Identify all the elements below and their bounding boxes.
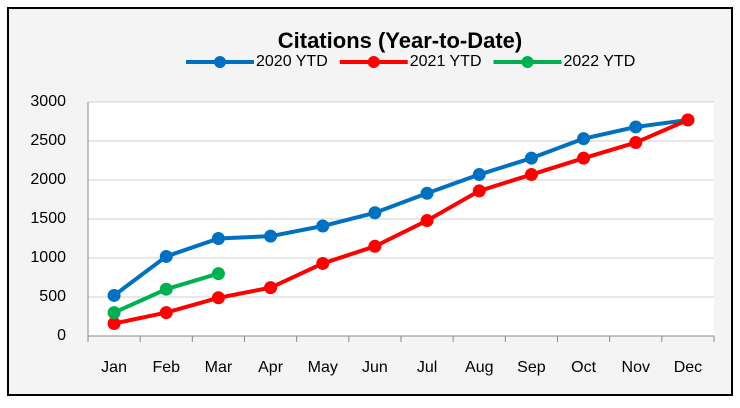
x-tick-label: Dec <box>674 359 702 376</box>
y-tick-label: 0 <box>57 327 66 344</box>
data-point <box>681 113 695 127</box>
x-tick-label: Jun <box>362 359 388 376</box>
y-tick-label: 500 <box>39 288 66 305</box>
x-tick-label: Nov <box>622 359 650 376</box>
data-point <box>264 281 278 295</box>
data-point <box>159 282 173 296</box>
data-point <box>629 136 643 150</box>
data-point <box>211 267 225 281</box>
x-tick-label: Oct <box>571 359 596 376</box>
series-line <box>113 118 689 326</box>
data-point <box>159 306 173 320</box>
data-point <box>107 288 121 302</box>
legend-marker <box>214 56 226 68</box>
legend-label: 2020 YTD <box>256 53 328 70</box>
x-tick-label: Apr <box>258 359 284 376</box>
data-point <box>211 291 225 305</box>
series-line <box>112 117 689 298</box>
data-point <box>420 214 434 228</box>
data-point <box>420 186 434 200</box>
x-tick-label: Mar <box>205 359 233 376</box>
data-point <box>107 306 121 320</box>
x-tick-label: Aug <box>465 359 493 376</box>
data-point <box>316 256 330 270</box>
data-point <box>316 219 330 233</box>
data-point <box>577 151 591 165</box>
chart-title: Citations (Year-to-Date) <box>278 28 522 53</box>
y-tick-label: 1500 <box>30 210 66 227</box>
legend-label: 2022 YTD <box>564 53 636 70</box>
data-point <box>211 232 225 245</box>
data-point <box>159 249 173 263</box>
x-tick-label: Feb <box>152 359 180 376</box>
x-tick-label: May <box>308 359 338 376</box>
data-point <box>524 151 538 165</box>
data-point <box>472 184 486 198</box>
data-point <box>629 120 643 134</box>
data-point <box>472 168 486 182</box>
data-point <box>524 168 538 182</box>
y-tick-label: 2500 <box>30 132 66 149</box>
data-point <box>264 229 278 243</box>
y-tick-label: 1000 <box>30 249 66 266</box>
legend-label: 2021 YTD <box>410 53 482 70</box>
data-point <box>368 206 382 220</box>
x-tick-label: Jul <box>417 359 437 376</box>
legend-marker <box>521 56 534 68</box>
data-point <box>577 132 591 146</box>
legend-marker <box>367 56 380 68</box>
x-tick-label: Jan <box>101 359 127 376</box>
y-tick-label: 2000 <box>30 171 66 188</box>
data-point <box>368 239 382 253</box>
data-point <box>107 317 121 331</box>
x-tick-label: Sep <box>517 359 546 376</box>
y-tick-label: 3000 <box>30 93 66 110</box>
